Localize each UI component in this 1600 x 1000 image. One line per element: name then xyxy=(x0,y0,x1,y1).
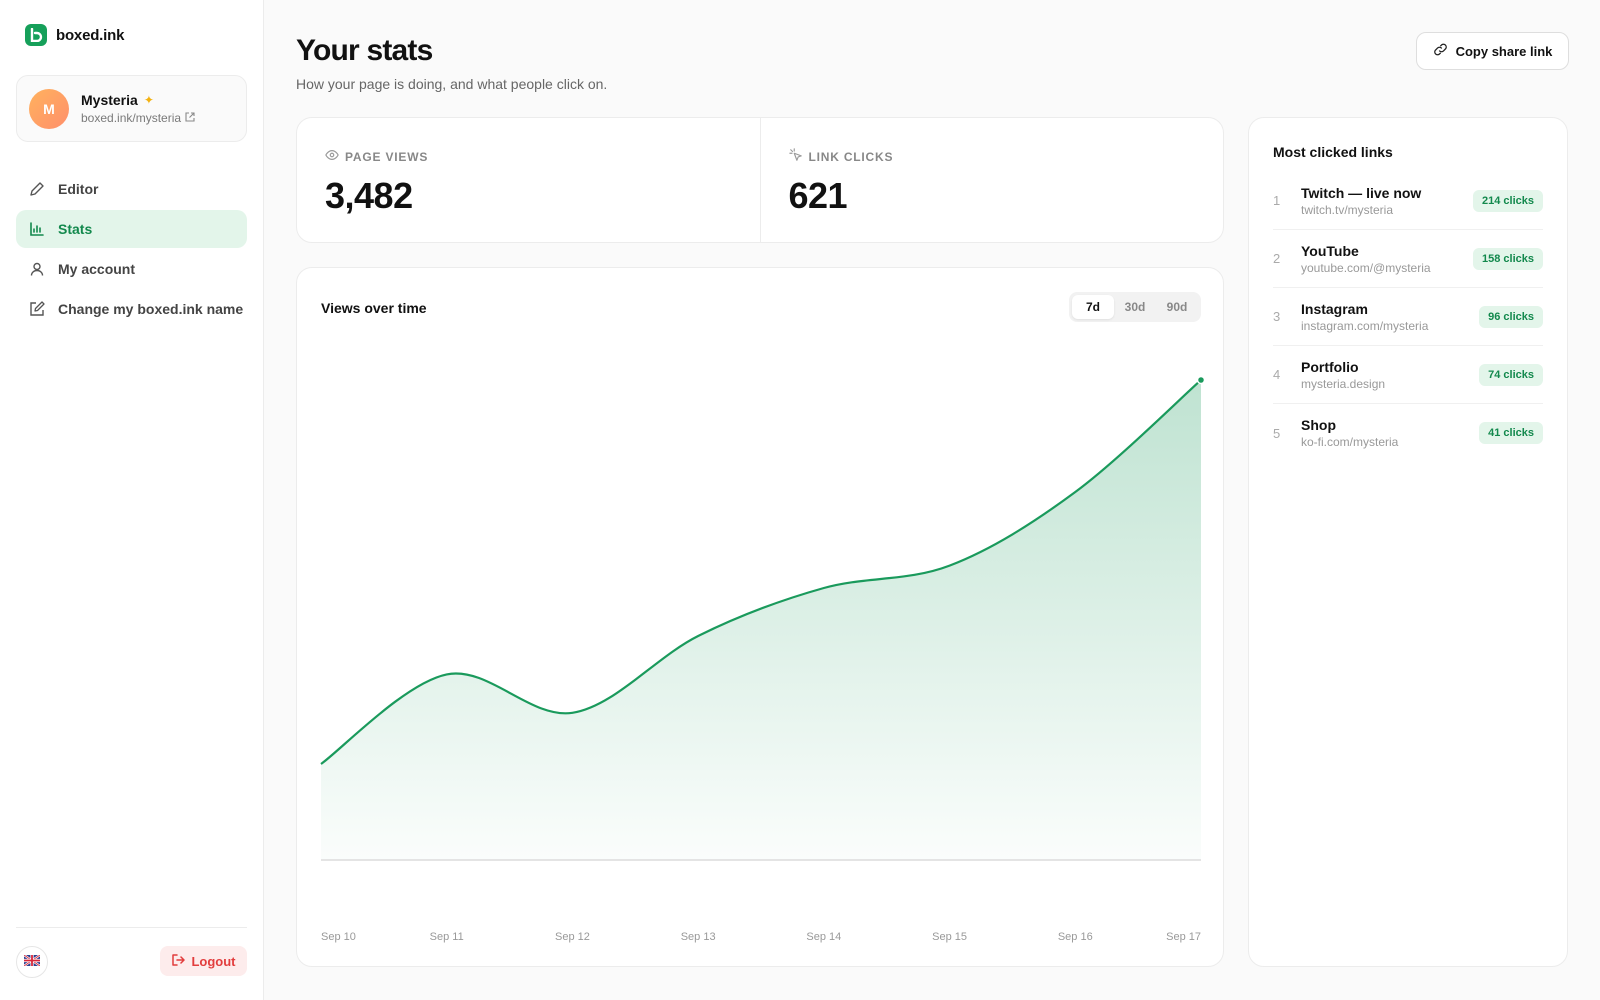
series-line xyxy=(320,379,1202,765)
list-item[interactable]: 2 YouTube youtube.com/@mysteria 158 clic… xyxy=(1273,230,1543,288)
sidebar-item-change-name[interactable]: Change my boxed.ink name xyxy=(16,290,247,328)
link-name: Shop xyxy=(1301,417,1336,433)
avatar: M xyxy=(29,88,69,129)
link-name: Instagram xyxy=(1301,300,1368,317)
edit-square-icon xyxy=(28,300,46,318)
profile-url[interactable]: boxed.ink/mysteria xyxy=(81,111,182,125)
link-icon xyxy=(1433,42,1448,60)
pencil-icon xyxy=(28,180,46,198)
x-tick-label: Sep 15 xyxy=(932,931,967,943)
cursor-click-icon xyxy=(788,148,803,165)
profile-card[interactable]: M Mysteria ✦ boxed.ink/mysteria xyxy=(16,75,247,142)
views-chart: Sep 10 Sep 11 Sep 12 Sep 13 Sep 14 Sep 15 Sep … xyxy=(320,375,1206,943)
most-clicked-links-card: Most clicked links 1 Twitch — live now t… xyxy=(1248,117,1568,967)
link-clicks-label: LINK CLICKS xyxy=(808,149,894,164)
x-tick-label: Sep 14 xyxy=(806,931,841,943)
list-item[interactable]: 1 Twitch — live now twitch.tv/mysteria 2… xyxy=(1273,172,1543,230)
external-link-icon xyxy=(185,111,195,125)
link-url: youtube.com/@mysteria xyxy=(1301,260,1431,275)
sidebar-item-label: Editor xyxy=(58,181,99,197)
uk-flag-icon xyxy=(23,953,41,971)
link-url: twitch.tv/mysteria xyxy=(1301,202,1394,217)
links-title: Most clicked links xyxy=(1273,144,1393,160)
bar-chart-icon xyxy=(28,220,46,238)
sidebar-item-my-account[interactable]: My account xyxy=(16,250,247,288)
logout-icon xyxy=(171,953,186,970)
sidebar: boxed.ink M Mysteria ✦ boxed.ink/mysteri… xyxy=(0,0,264,1000)
logout-label: Logout xyxy=(191,953,236,969)
page-views-stat: PAGE VIEWS 3,482 xyxy=(297,118,760,242)
x-tick-label: Sep 10 xyxy=(321,931,356,943)
clicks-badge: 74 clicks xyxy=(1479,363,1543,386)
clicks-badge: 96 clicks xyxy=(1479,305,1543,328)
link-clicks-stat: LINK CLICKS 621 xyxy=(759,118,1224,242)
range-tab-30d[interactable]: 30d xyxy=(1124,300,1146,314)
link-rank: 2 xyxy=(1273,251,1281,266)
range-tab-7d[interactable]: 7d xyxy=(1072,295,1114,319)
page-title: Your stats xyxy=(296,34,433,67)
sidebar-item-label: Stats xyxy=(58,221,93,237)
clicks-badge: 214 clicks xyxy=(1473,189,1543,212)
link-url: instagram.com/mysteria xyxy=(1301,318,1429,333)
link-rank: 5 xyxy=(1273,425,1281,441)
brand[interactable]: boxed.ink xyxy=(25,24,124,46)
page-subtitle: How your page is doing, and what people … xyxy=(296,76,608,92)
language-button[interactable] xyxy=(16,946,48,978)
x-tick-label: Sep 11 xyxy=(430,931,464,943)
sidebar-item-label: Change my boxed.ink name xyxy=(58,301,244,317)
list-item[interactable]: 5 Shop ko-fi.com/mysteria 41 clicks xyxy=(1273,404,1543,462)
x-tick-label: Sep 16 xyxy=(1058,931,1093,943)
link-clicks-value: 621 xyxy=(788,175,848,216)
link-name: Twitch — live now xyxy=(1301,184,1422,201)
sidebar-item-label: My account xyxy=(58,261,136,277)
links-list: 1 Twitch — live now twitch.tv/mysteria 2… xyxy=(1273,172,1543,462)
sidebar-item-stats[interactable]: Stats xyxy=(16,210,247,248)
views-chart-card: Sep 10 Sep 11 Sep 12 Sep 13 Sep 14 Sep 15 Sep … xyxy=(296,267,1224,967)
user-icon xyxy=(28,260,46,278)
copy-share-link-label: Copy share link xyxy=(1455,43,1553,59)
link-rank: 1 xyxy=(1273,193,1281,208)
x-tick-label: Sep 12 xyxy=(555,931,590,943)
link-url: mysteria.design xyxy=(1301,376,1386,391)
list-item[interactable]: 3 Instagram instagram.com/mysteria 96 cl… xyxy=(1273,288,1543,346)
eye-icon xyxy=(325,148,339,165)
link-rank: 4 xyxy=(1273,367,1281,382)
chart-title: Views over time xyxy=(321,300,427,316)
range-tab-90d[interactable]: 90d xyxy=(1166,300,1188,314)
sparkle-icon: ✦ xyxy=(143,93,154,107)
link-name: YouTube xyxy=(1301,242,1359,259)
sidebar-item-editor[interactable]: Editor xyxy=(16,170,247,208)
page-views-label: PAGE VIEWS xyxy=(345,149,429,164)
brand-logo-icon xyxy=(25,24,47,46)
chart-area xyxy=(321,380,1201,860)
logout-button[interactable]: Logout xyxy=(160,946,247,976)
brand-name: boxed.ink xyxy=(56,26,125,44)
profile-name: Mysteria xyxy=(81,92,138,108)
stats-summary-card: PAGE VIEWS 3,482 LINK CLICKS 621 xyxy=(296,117,1224,243)
x-tick-label: Sep 17 xyxy=(1166,931,1201,943)
page-views-value: 3,482 xyxy=(325,175,413,216)
clicks-badge: 41 clicks xyxy=(1479,422,1543,444)
data-point xyxy=(1196,375,1206,385)
copy-share-link-button[interactable]: Copy share link xyxy=(1416,32,1569,70)
sidebar-nav: Editor Stats My account Change my boxed.… xyxy=(16,170,247,330)
link-rank: 3 xyxy=(1273,309,1281,324)
clicks-badge: 158 clicks xyxy=(1473,247,1543,270)
x-tick-label: Sep 13 xyxy=(681,931,716,943)
link-url: ko-fi.com/mysteria xyxy=(1301,435,1399,449)
list-item[interactable]: 4 Portfolio mysteria.design 74 clicks xyxy=(1273,346,1543,404)
sidebar-footer: Logout xyxy=(16,927,247,1000)
link-name: Portfolio xyxy=(1301,358,1359,375)
range-tabs: 7d 30d 90d xyxy=(1069,292,1201,322)
